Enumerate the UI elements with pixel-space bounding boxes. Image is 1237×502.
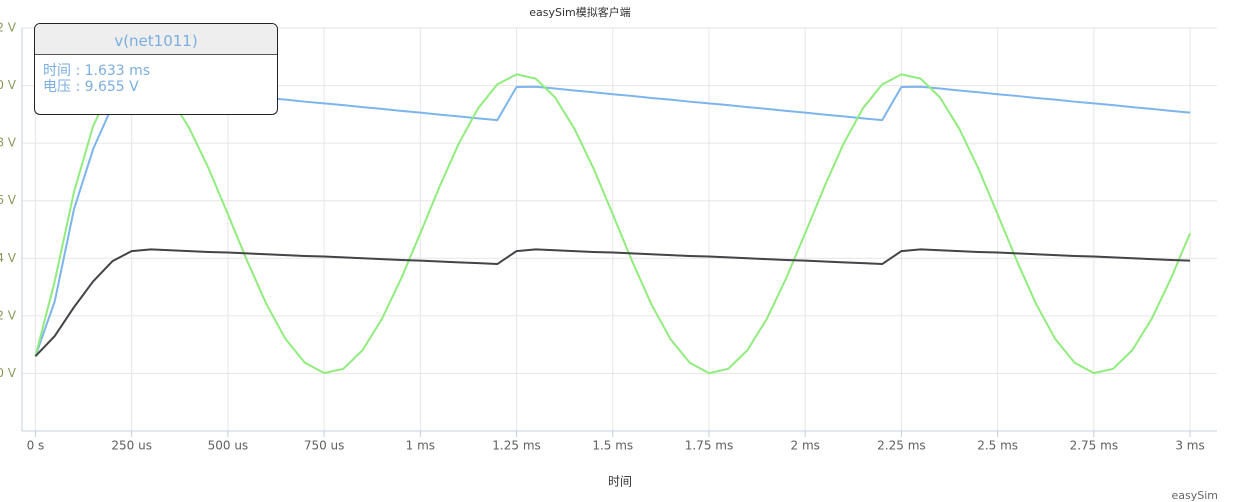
x-tick-label: 0 s	[27, 439, 45, 453]
y-tick-label: 12 V	[0, 21, 17, 35]
y-tick-label: 10 V	[0, 78, 17, 92]
tooltip: v(net1011) 时间 : 1.633 ms 电压 : 9.655 V	[34, 23, 278, 115]
series-line	[34, 73, 1191, 375]
x-tick-label: 1 ms	[406, 439, 435, 453]
x-tick-label: 750 us	[304, 439, 345, 453]
x-tick-label: 1.25 ms	[492, 439, 540, 453]
y-tick-label: 8 V	[0, 136, 17, 150]
tooltip-header: v(net1011)	[35, 24, 277, 55]
tooltip-line: 时间 : 1.633 ms	[43, 63, 151, 79]
x-tick-label: 2.75 ms	[1070, 439, 1118, 453]
y-tick-label: 0 V	[0, 366, 17, 380]
x-tick-label: 1.75 ms	[685, 439, 733, 453]
x-axis-label: 时间	[608, 475, 632, 489]
chart-title: easySim模拟客户端	[529, 5, 631, 19]
x-tick-label: 250 us	[111, 439, 152, 453]
credit: easySim	[1171, 489, 1218, 502]
x-tick-label: 1.5 ms	[592, 439, 633, 453]
y-tick-label: 6 V	[0, 193, 17, 207]
series-line	[34, 248, 1191, 357]
x-tick-label: 3 ms	[1175, 439, 1204, 453]
x-tick-label: 2 ms	[791, 439, 820, 453]
y-tick-label: 2 V	[0, 308, 17, 322]
y-tick-label: 4 V	[0, 251, 17, 265]
x-tick-label: 2.5 ms	[977, 439, 1018, 453]
x-tick-label: 500 us	[208, 439, 249, 453]
tooltip-line: 电压 : 9.655 V	[43, 79, 139, 95]
x-tick-label: 2.25 ms	[877, 439, 925, 453]
